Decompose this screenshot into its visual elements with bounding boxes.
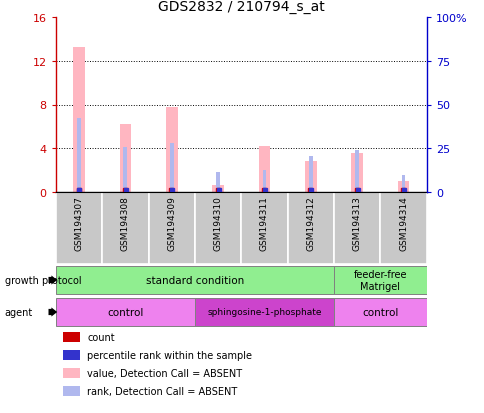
Title: GDS2832 / 210794_s_at: GDS2832 / 210794_s_at	[158, 0, 324, 14]
Bar	[195, 298, 333, 327]
Bar	[212, 186, 224, 192]
Bar	[262, 171, 266, 192]
Text: control: control	[107, 307, 143, 317]
Text: control: control	[362, 307, 398, 317]
Text: agent: agent	[5, 307, 33, 317]
Bar	[308, 157, 312, 192]
Bar	[56, 266, 333, 295]
Bar	[56, 298, 195, 327]
Text: sphingosine-1-phosphate: sphingosine-1-phosphate	[207, 308, 321, 317]
Bar	[258, 147, 270, 192]
Bar	[102, 192, 148, 264]
Bar	[355, 151, 358, 192]
Text: GSM194311: GSM194311	[259, 195, 269, 250]
Bar	[63, 350, 80, 360]
Text: growth protocol: growth protocol	[5, 275, 81, 285]
Bar	[73, 47, 85, 192]
Bar	[77, 119, 81, 192]
Bar	[241, 192, 287, 264]
Bar	[333, 192, 379, 264]
Text: GSM194310: GSM194310	[213, 195, 222, 250]
Bar	[379, 192, 426, 264]
Bar	[63, 386, 80, 396]
Text: GSM194307: GSM194307	[75, 195, 83, 250]
Text: GSM194314: GSM194314	[398, 195, 407, 250]
Bar	[333, 298, 426, 327]
Bar	[351, 153, 363, 192]
Text: feeder-free
Matrigel: feeder-free Matrigel	[353, 270, 407, 291]
Bar	[63, 332, 80, 342]
Bar	[304, 162, 316, 192]
Bar	[119, 125, 131, 192]
Text: GSM194312: GSM194312	[306, 195, 315, 250]
Text: rank, Detection Call = ABSENT: rank, Detection Call = ABSENT	[87, 386, 237, 396]
Bar	[216, 173, 220, 192]
Bar	[287, 192, 333, 264]
Bar	[169, 143, 173, 192]
Bar	[166, 107, 177, 192]
Bar	[63, 368, 80, 378]
Text: GSM194308: GSM194308	[121, 195, 130, 250]
Bar	[56, 192, 102, 264]
Text: GSM194309: GSM194309	[167, 195, 176, 250]
Text: value, Detection Call = ABSENT: value, Detection Call = ABSENT	[87, 368, 242, 378]
Text: standard condition: standard condition	[146, 275, 243, 285]
Text: count: count	[87, 332, 115, 342]
Text: GSM194313: GSM194313	[352, 195, 361, 250]
Bar	[123, 148, 127, 192]
Bar	[397, 182, 408, 192]
Bar	[401, 175, 405, 192]
Bar	[195, 192, 241, 264]
Bar	[333, 266, 426, 295]
Bar	[148, 192, 195, 264]
Text: percentile rank within the sample: percentile rank within the sample	[87, 350, 252, 360]
